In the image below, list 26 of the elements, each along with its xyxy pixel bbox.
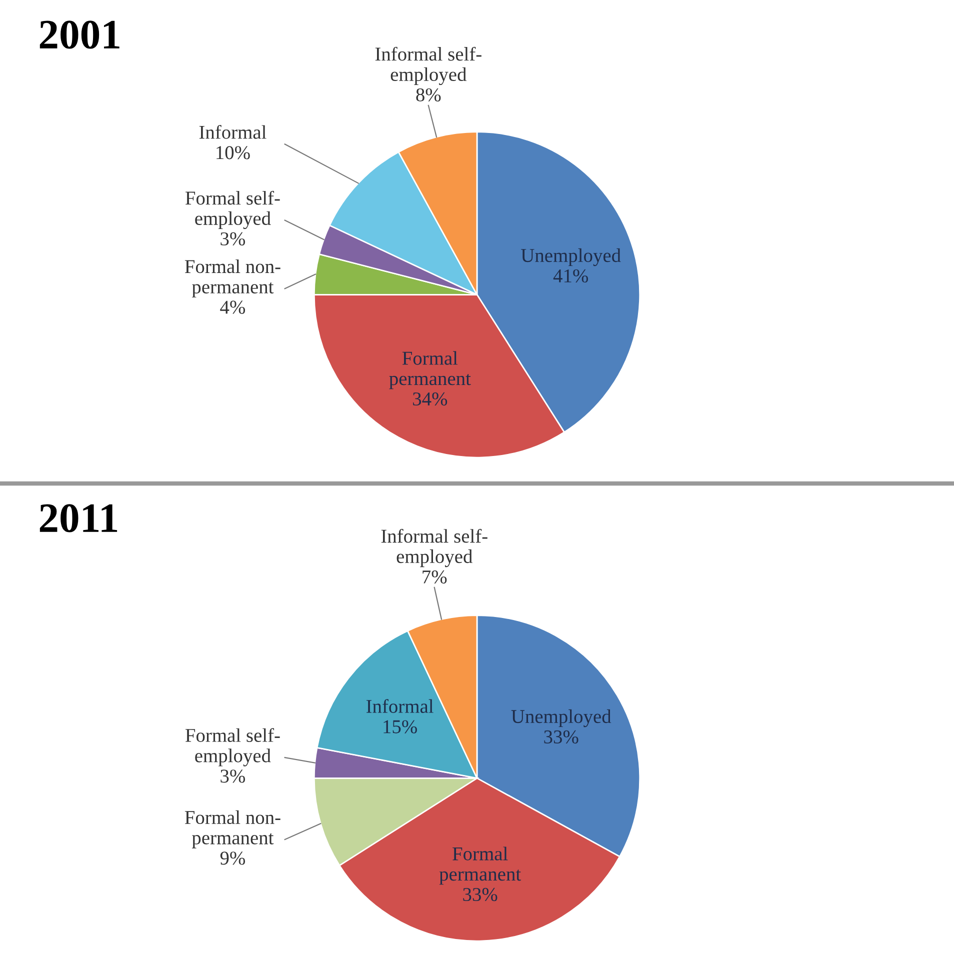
data-label: 7% xyxy=(422,570,447,584)
slice-label: Formal permanent xyxy=(389,351,471,390)
data-label: 3% xyxy=(220,232,245,246)
slice-label: Informal xyxy=(199,124,266,139)
slice-label: Unemployed xyxy=(511,709,612,728)
slice-label: Formal permanent xyxy=(439,846,521,885)
data-label: 33% xyxy=(544,730,578,744)
slice-label: Formal self- employed xyxy=(185,728,280,766)
data-label: 41% xyxy=(553,269,588,283)
data-label: 4% xyxy=(220,300,245,314)
slice-label: Informal xyxy=(366,699,434,713)
slice-label: Informal self- employed xyxy=(381,528,488,568)
chart-title: 2011 xyxy=(40,504,118,532)
data-label: 8% xyxy=(416,88,441,102)
slice-label: Formal non- permanent xyxy=(184,810,280,848)
data-label: 15% xyxy=(384,720,417,734)
data-label: 33% xyxy=(463,888,498,902)
data-label: 10% xyxy=(216,146,250,160)
data-label: 9% xyxy=(220,852,245,865)
slice-label: Formal self- employed xyxy=(185,190,280,230)
slice-label: Unemployed xyxy=(521,248,621,266)
data-label: 34% xyxy=(413,392,448,406)
chart-title: 2001 xyxy=(40,20,120,49)
slice-label: Informal self- employed xyxy=(375,46,482,86)
data-label: 3% xyxy=(220,770,245,783)
slice-label: Formal non- permanent xyxy=(184,259,280,298)
